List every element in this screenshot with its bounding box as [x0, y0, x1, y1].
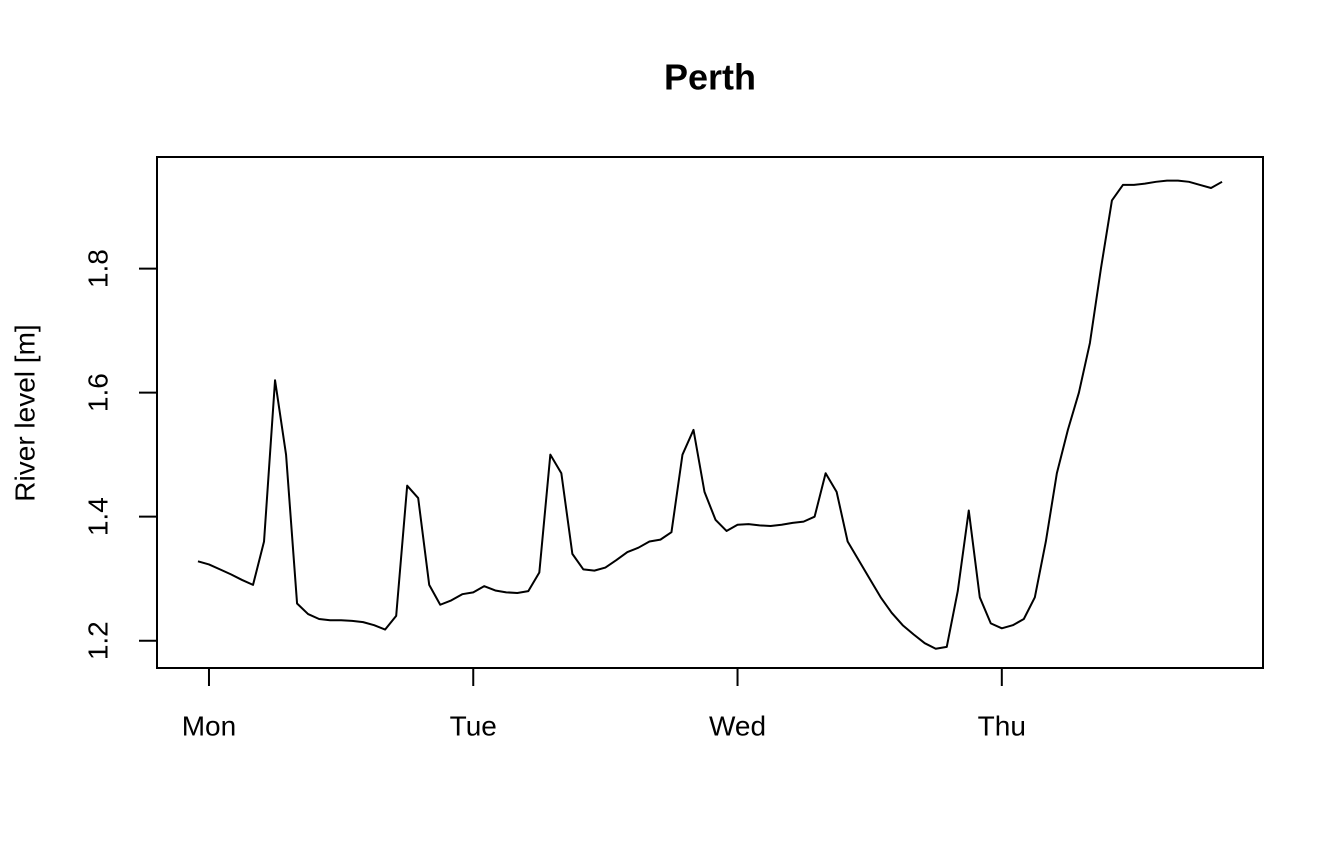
x-tick-label: Mon — [182, 710, 236, 741]
plot-frame — [156, 156, 1264, 669]
x-tick-label: Wed — [709, 710, 766, 741]
y-axis-label: River level [m] — [9, 324, 40, 501]
y-tick-label: 1.8 — [82, 249, 113, 288]
y-tick-label: 1.4 — [82, 497, 113, 536]
x-tick-label: Tue — [450, 710, 497, 741]
x-tick-label: Thu — [978, 710, 1026, 741]
y-tick-label: 1.6 — [82, 373, 113, 412]
data-line — [197, 179, 1223, 650]
y-tick-label: 1.2 — [82, 621, 113, 660]
chart-title: Perth — [664, 57, 756, 98]
